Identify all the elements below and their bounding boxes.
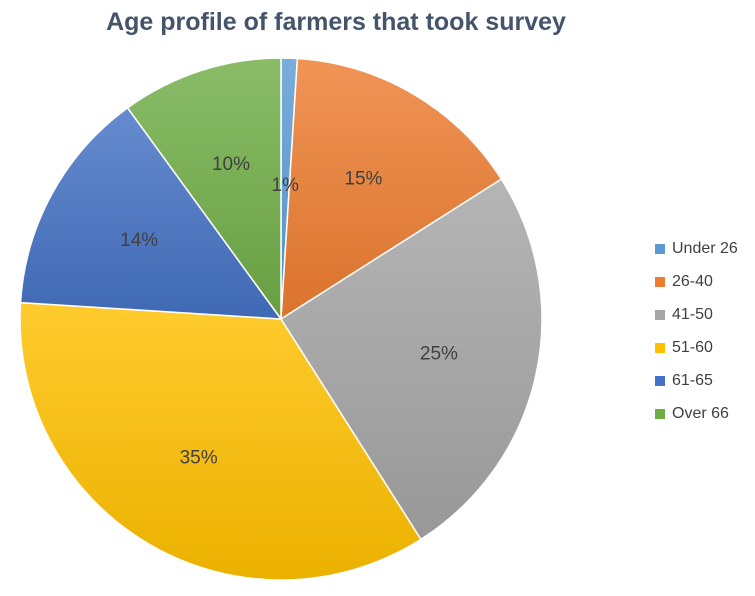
legend-swatch (655, 243, 665, 254)
data-label-61-65: 14% (120, 230, 158, 251)
legend-label: 41-50 (672, 305, 713, 323)
legend-label: 61-65 (672, 371, 713, 389)
pie-slice-41-50 (279, 178, 543, 541)
legend-item-26-40: 26-40 (655, 265, 738, 298)
pie-slices (19, 57, 543, 581)
chart-title: Age profile of farmers that took survey (106, 8, 566, 36)
legend-item-41-50: 41-50 (655, 298, 738, 331)
pie-data-labels: 1% 15% 25% 35% 14% 10% (120, 154, 458, 468)
legend-label: Under 26 (672, 239, 738, 257)
data-label-under-26: 1% (271, 175, 299, 196)
legend-swatch (655, 342, 665, 353)
pie-slice-51-60 (19, 301, 422, 581)
legend-swatch (655, 276, 665, 287)
chart-legend: Under 26 26-40 41-50 51-60 61-65 Over 66 (655, 232, 738, 430)
legend-swatch (655, 375, 665, 386)
legend-item-under-26: Under 26 (655, 232, 738, 265)
pie-slice-61-65 (19, 106, 283, 320)
data-label-41-50: 25% (420, 343, 458, 364)
data-label-51-60: 35% (180, 447, 218, 468)
data-label-26-40: 15% (344, 169, 382, 190)
pie-slice-over-66 (126, 57, 282, 322)
legend-label: 51-60 (672, 338, 713, 356)
legend-swatch (655, 408, 665, 419)
legend-item-51-60: 51-60 (655, 331, 738, 364)
legend-swatch (655, 309, 665, 320)
legend-item-61-65: 61-65 (655, 364, 738, 397)
legend-item-over-66: Over 66 (655, 397, 738, 430)
legend-label: 26-40 (672, 272, 713, 290)
legend-label: Over 66 (672, 404, 729, 422)
pie-slice-26-40 (280, 57, 503, 321)
data-label-over-66: 10% (212, 154, 250, 175)
